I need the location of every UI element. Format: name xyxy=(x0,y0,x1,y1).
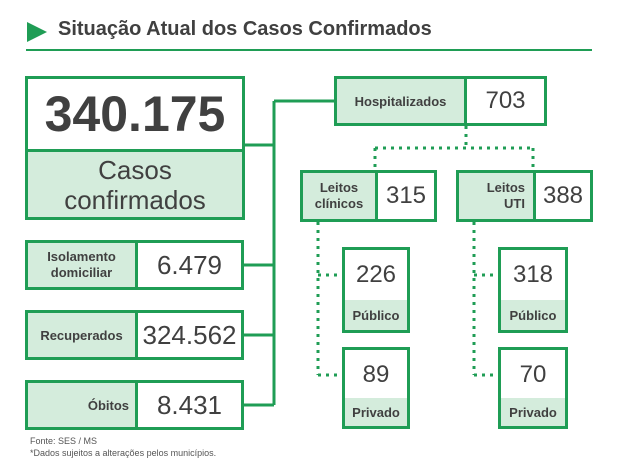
uti-publico-box: 318 Público xyxy=(498,247,568,333)
uti-publico-value: 318 xyxy=(512,261,554,288)
clinicos-publico-value: 226 xyxy=(355,261,397,288)
leitos-clinicos-label: Leitos clínicos xyxy=(300,170,378,222)
uti-privado-value: 70 xyxy=(519,361,547,388)
total-cases-box: 340.175 Casos confirmados xyxy=(25,76,245,220)
title-arrow-icon xyxy=(27,22,47,42)
clinicos-publico-box: 226 Público xyxy=(342,247,410,333)
hospitalizados-value: 703 xyxy=(464,76,547,126)
title-divider xyxy=(26,49,592,51)
clinicos-publico-label: Público xyxy=(345,300,407,330)
recuperados-label: Recuperados xyxy=(25,310,138,360)
clinicos-privado-label: Privado xyxy=(345,398,407,426)
total-label-line1: Casos xyxy=(98,154,172,185)
recuperados-value: 324.562 xyxy=(135,310,244,360)
total-cases-value: 340.175 xyxy=(44,86,226,142)
leitos-uti-value: 388 xyxy=(533,170,593,222)
obitos-value: 8.431 xyxy=(135,380,244,430)
obitos-label: Óbitos xyxy=(25,380,138,430)
isolamento-value: 6.479 xyxy=(135,240,244,290)
leitos-uti-label: Leitos UTI xyxy=(456,170,536,222)
uti-privado-box: 70 Privado xyxy=(498,347,568,429)
clinicos-privado-value: 89 xyxy=(362,361,390,388)
clinicos-privado-box: 89 Privado xyxy=(342,347,410,429)
uti-publico-label: Público xyxy=(501,300,565,330)
footer-source: Fonte: SES / MS xyxy=(30,436,98,446)
page-title: Situação Atual dos Casos Confirmados xyxy=(58,18,432,40)
leitos-clinicos-value: 315 xyxy=(375,170,437,222)
total-label-line2: confirmados xyxy=(64,184,206,215)
isolamento-label: Isolamento domiciliar xyxy=(25,240,138,290)
hospitalizados-label: Hospitalizados xyxy=(334,76,467,126)
footer-note: *Dados sujeitos a alterações pelos munic… xyxy=(30,448,217,458)
uti-privado-label: Privado xyxy=(501,398,565,426)
total-cases-label: Casos confirmados xyxy=(28,149,242,217)
